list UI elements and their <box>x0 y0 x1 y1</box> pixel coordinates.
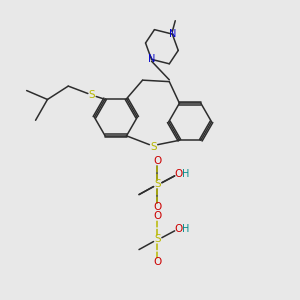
Text: H: H <box>182 169 189 179</box>
Text: S: S <box>154 234 161 244</box>
Text: O: O <box>175 224 183 234</box>
Text: N: N <box>148 54 155 64</box>
Text: S: S <box>89 90 95 100</box>
Text: O: O <box>153 257 162 267</box>
Text: N: N <box>169 29 176 39</box>
Text: O: O <box>175 169 183 179</box>
Text: S: S <box>154 179 161 189</box>
Text: O: O <box>153 156 162 166</box>
Text: O: O <box>153 211 162 221</box>
Text: O: O <box>153 202 162 212</box>
Text: H: H <box>182 224 189 234</box>
Text: S: S <box>150 142 157 152</box>
